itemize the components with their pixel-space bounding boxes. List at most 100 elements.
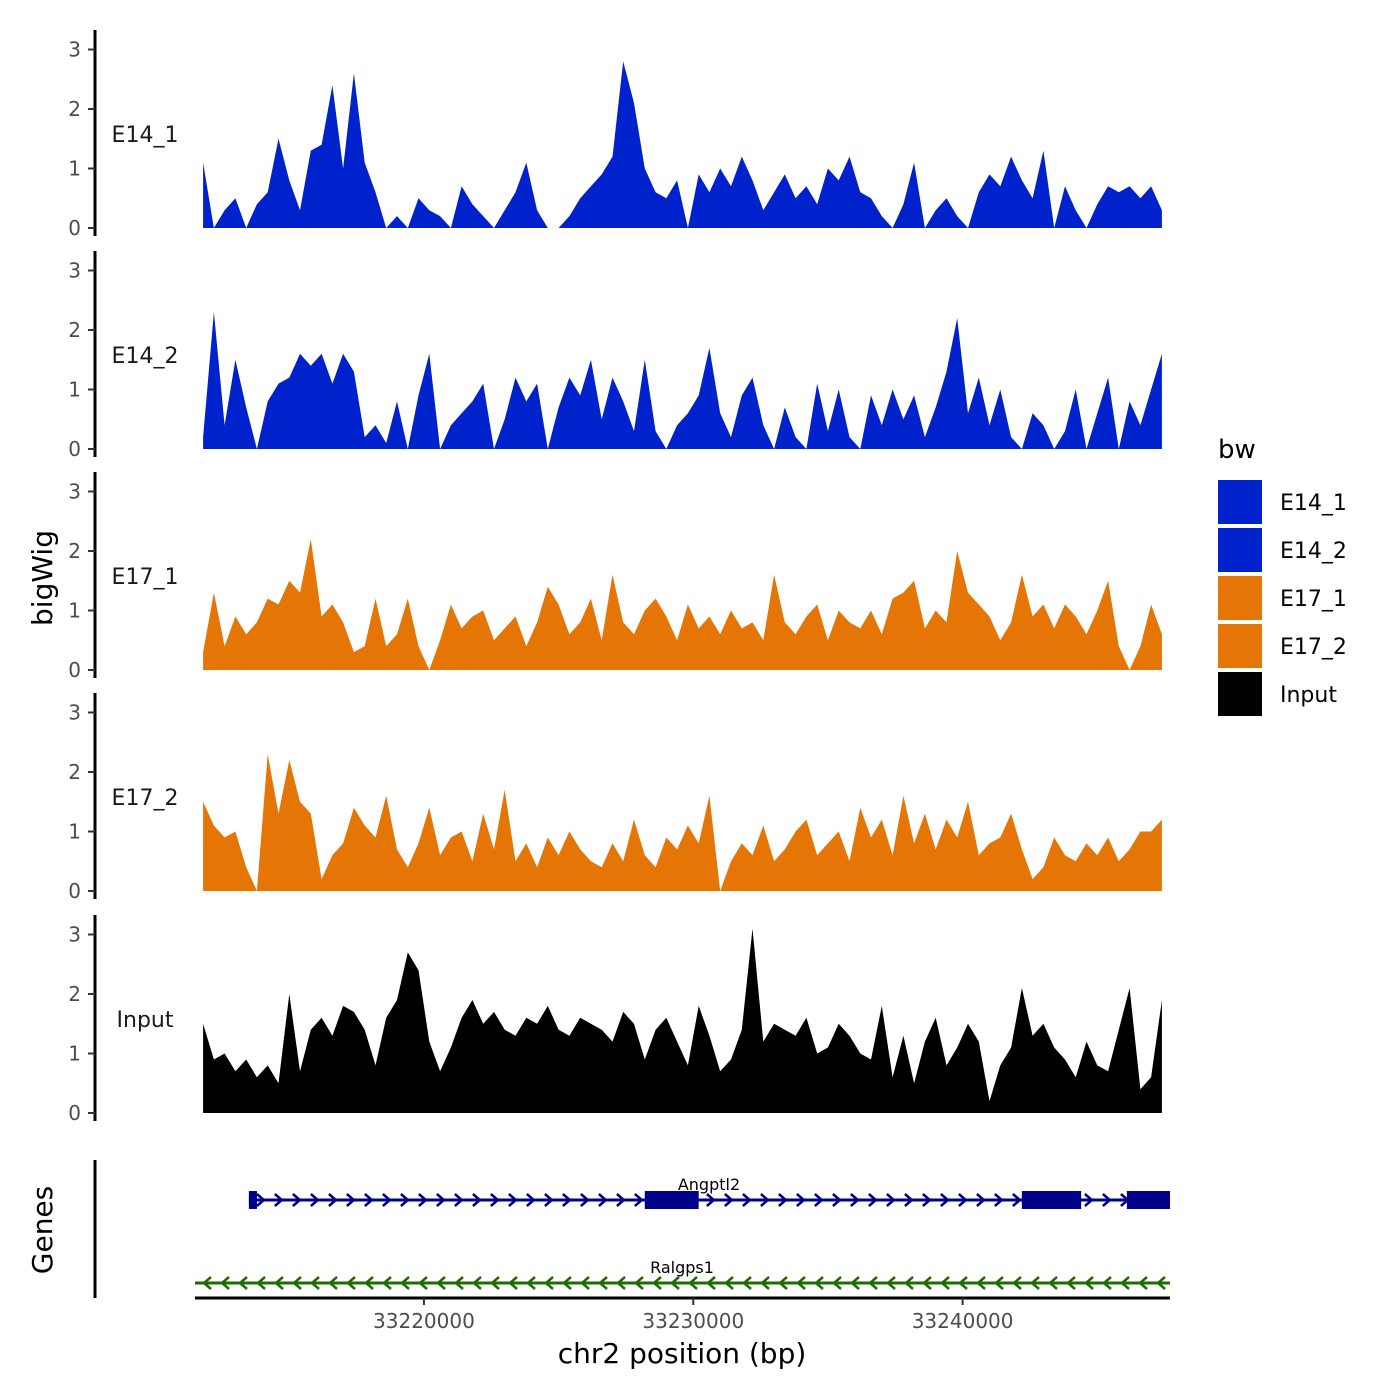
x-tick-label: 33240000 [912,1309,1014,1333]
legend-label: E17_1 [1280,587,1347,612]
y-tick-label: 3 [68,923,81,947]
legend-key-E14_1 [1218,480,1262,524]
genes-panel: Angptl2 Ralgps1 [93,1160,1170,1298]
strand-arrow [1066,1276,1076,1290]
strand-arrow [850,1276,860,1290]
x-tick-label: 33220000 [373,1309,475,1333]
strand-arrow [580,1193,590,1207]
strand-arrow [832,1193,842,1207]
genes-axis-title: Genes [26,1186,59,1274]
legend: bw E14_1 E14_2 E17_1 E17_2 Input [1218,435,1347,716]
strand-arrow [220,1276,230,1290]
strand-arrow [994,1276,1004,1290]
legend-label: E14_2 [1280,539,1347,564]
strand-arrow [958,1276,968,1290]
track-label: E14_2 [112,344,179,369]
strand-arrow [490,1193,500,1207]
strand-arrow [904,1276,914,1290]
strand-arrow [400,1276,410,1290]
strand-arrow [382,1193,392,1207]
gene-Angptl2: Angptl2 [248,1175,1170,1209]
strand-arrow [796,1193,806,1207]
strand-arrow [1048,1276,1058,1290]
x-axis-title: chr2 position (bp) [558,1337,807,1370]
strand-arrow [202,1276,212,1290]
strand-arrow [562,1193,572,1207]
y-tick-label: 2 [68,760,81,784]
strand-arrow [472,1193,482,1207]
strand-arrow [778,1276,788,1290]
track-label: E17_1 [112,565,179,590]
strand-arrow [922,1276,932,1290]
strand-arrow [364,1276,374,1290]
strand-arrow [904,1193,914,1207]
strand-arrow [454,1193,464,1207]
strand-arrow [778,1193,788,1207]
y-tick-label: 2 [68,318,81,342]
y-tick-label: 1 [68,599,81,623]
strand-arrow [310,1193,320,1207]
strand-arrow [292,1193,302,1207]
strand-arrow [958,1193,968,1207]
y-tick-label: 0 [68,216,81,240]
strand-arrow [292,1276,302,1290]
strand-arrow [328,1276,338,1290]
strand-arrow [598,1193,608,1207]
strand-arrow [418,1193,428,1207]
track-Input: 0 1 2 3 Input [68,915,1162,1125]
strand-arrow [886,1193,896,1207]
legend-key-E14_2 [1218,528,1262,572]
y-axis-title: bigWig [26,530,59,626]
strand-arrow [1084,1193,1094,1207]
strand-arrow [616,1276,626,1290]
strand-arrow [274,1193,284,1207]
y-tick-label: 1 [68,378,81,402]
exon-block [1126,1191,1170,1209]
legend-key-E17_2 [1218,624,1262,668]
strand-arrow [1084,1276,1094,1290]
strand-arrow [400,1193,410,1207]
x-axis: 33220000 33230000 33240000 [195,1296,1170,1333]
strand-arrow [346,1276,356,1290]
strand-arrow [346,1193,356,1207]
strand-arrow [526,1193,536,1207]
strand-arrow [724,1193,734,1207]
signal-area-E17_1 [203,539,1162,670]
y-tick-label: 2 [68,97,81,121]
strand-arrow [1030,1276,1040,1290]
strand-arrow [652,1276,662,1290]
x-tick-label: 33230000 [642,1309,744,1333]
strand-arrow [1012,1193,1022,1207]
y-tick-label: 0 [68,879,81,903]
strand-arrow [238,1276,248,1290]
strand-arrow [1012,1276,1022,1290]
legend-key-Input [1218,672,1262,716]
strand-arrow [742,1193,752,1207]
y-tick-label: 0 [68,1101,81,1125]
strand-arrow [1138,1276,1148,1290]
strand-arrow [976,1193,986,1207]
gene-label: Angptl2 [678,1175,740,1194]
strand-arrow [886,1276,896,1290]
track-label: Input [117,1008,174,1033]
exon-block [248,1191,257,1209]
strand-arrow [670,1276,680,1290]
strand-arrow [1102,1193,1112,1207]
strand-arrow [994,1193,1004,1207]
strand-arrow [418,1276,428,1290]
strand-arrow [850,1193,860,1207]
y-tick-label: 1 [68,1042,81,1066]
strand-arrow [382,1276,392,1290]
strand-arrow [634,1276,644,1290]
strand-arrow [634,1193,644,1207]
strand-arrow [580,1276,590,1290]
tracks: 0 1 2 3 E14_1 0 1 2 3 E14_2 0 1 2 3 E17_1 0 1 2 3 E17_2 0 1 2 3… [68,30,1162,1125]
strand-arrow [436,1193,446,1207]
strand-arrow [256,1193,266,1207]
strand-arrow [436,1276,446,1290]
strand-arrow [616,1193,626,1207]
track-E17_2: 0 1 2 3 E17_2 [68,693,1162,903]
track-E17_1: 0 1 2 3 E17_1 [68,472,1162,682]
strand-arrow [508,1193,518,1207]
